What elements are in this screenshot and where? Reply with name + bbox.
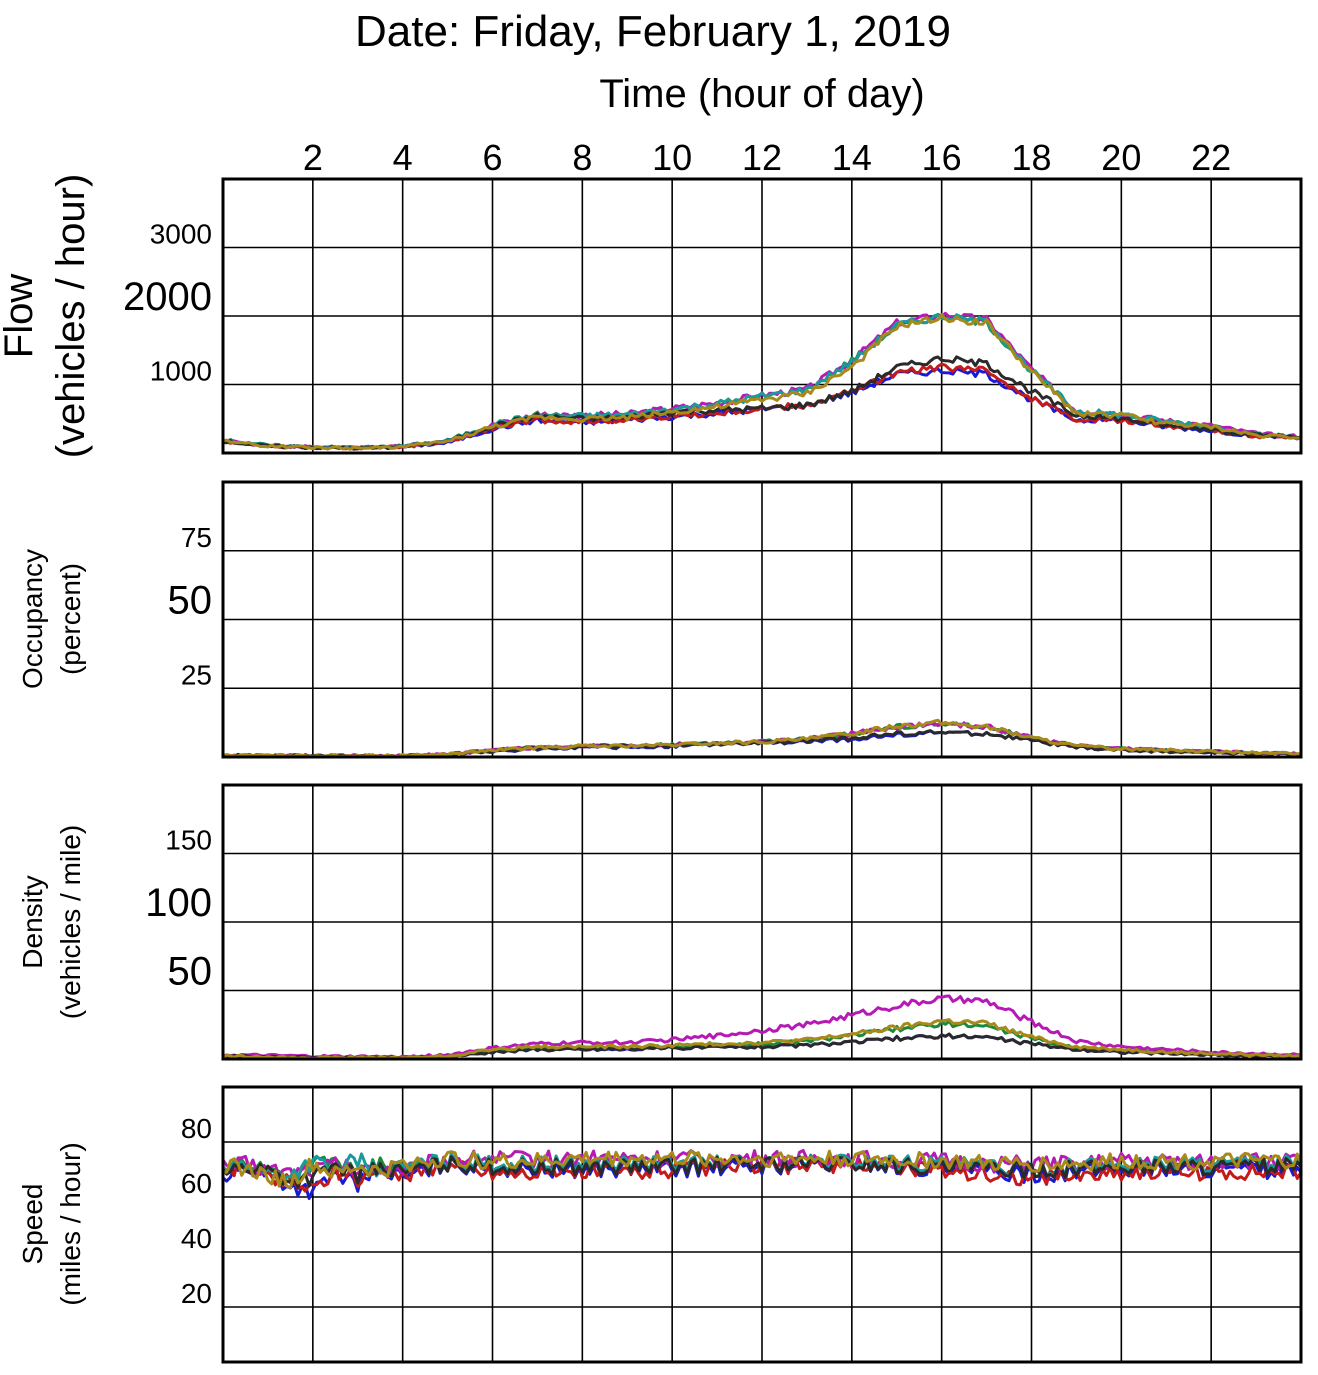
x-axis-label: Time (hour of day)	[599, 72, 924, 116]
y-tick-label: 40	[181, 1223, 212, 1254]
y-tick-label: 50	[168, 579, 213, 623]
series-line-lane-1	[221, 1155, 1303, 1200]
chart-title: Date: Friday, February 1, 2019	[355, 7, 951, 56]
x-tick-label: 8	[572, 137, 592, 178]
series-group	[221, 1149, 1303, 1200]
y-axis-unit-label: (vehicles / hour)	[49, 174, 93, 459]
x-tick-label: 20	[1101, 137, 1141, 178]
y-tick-label: 1000	[150, 356, 212, 387]
y-tick-label: 2000	[123, 275, 212, 319]
y-tick-label: 100	[145, 881, 212, 925]
y-axis-unit-label: (miles / hour)	[55, 1142, 86, 1305]
y-tick-label: 75	[181, 522, 212, 553]
y-tick-label: 25	[181, 659, 212, 690]
x-tick-label: 2	[303, 137, 323, 178]
panel-flow: 1000 2000 3000 Flow (vehicles / hour)	[0, 174, 1303, 459]
y-tick-label: 3000	[150, 219, 212, 250]
y-tick-label: 50	[168, 950, 213, 994]
series-group	[221, 718, 1303, 759]
series-line-lane-7	[221, 1149, 1303, 1190]
y-tick-label: 60	[181, 1168, 212, 1199]
panel-speed: 20 40 60 80 Speed (miles / hour)	[17, 1085, 1303, 1364]
x-tick-label: 12	[742, 137, 782, 178]
y-axis-unit-label: (vehicles / mile)	[55, 825, 86, 1019]
x-tick-label: 22	[1191, 137, 1231, 178]
y-axis-label: Density	[17, 875, 48, 968]
series-line-lane-4	[221, 1149, 1303, 1180]
chart-panels: 1000 2000 3000 Flow (vehicles / hour) 25 50 75 O…	[0, 174, 1303, 1364]
y-tick-label: 80	[181, 1113, 212, 1144]
y-tick-label: 150	[165, 825, 212, 856]
x-tick-label: 14	[832, 137, 872, 178]
y-axis-label: Speed	[17, 1184, 48, 1265]
y-axis-label: Flow	[0, 274, 41, 359]
y-axis-label: Occupancy	[17, 549, 48, 689]
x-tick-label: 18	[1011, 137, 1051, 178]
series-group	[221, 311, 1303, 451]
panel-frame	[221, 480, 1303, 759]
x-tick-label: 10	[652, 137, 692, 178]
panel-frame	[221, 177, 1303, 455]
x-tick-label: 16	[922, 137, 962, 178]
panel-frame	[221, 783, 1303, 1061]
x-tick-label: 6	[482, 137, 502, 178]
x-tick-label: 4	[393, 137, 413, 178]
series-line-lane-7	[221, 718, 1303, 759]
panel-frame	[221, 1085, 1303, 1364]
series-line-lane-6	[221, 1155, 1303, 1189]
y-tick-label: 20	[181, 1278, 212, 1309]
panel-occupancy: 25 50 75 Occupancy (percent)	[17, 480, 1303, 759]
series-line-lane-7	[221, 313, 1303, 451]
x-tick-labels: 2 4 6 8 10 12 14 16 18 20 22	[303, 137, 1231, 178]
y-axis-unit-label: (percent)	[55, 563, 86, 675]
series-line-lane-4	[221, 994, 1303, 1060]
panel-density: 50 100 150 Density (vehicles / mile)	[17, 783, 1303, 1061]
